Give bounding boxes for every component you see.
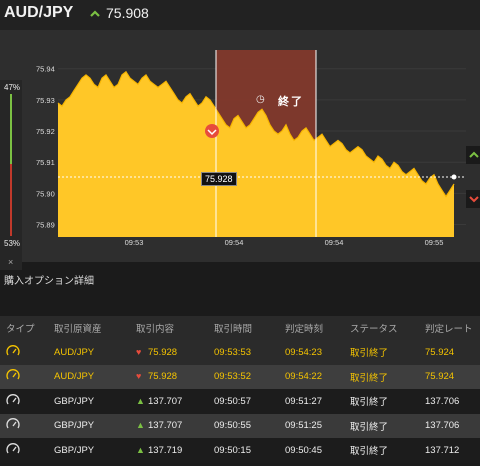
down-chevron-icon [207,129,217,136]
result-rate-cell: 75.924 [425,346,455,358]
entry-rate: 75.928 [148,371,178,383]
chart-panel: 75.94 75.93 75.92 75.91 75.90 75.89 09:53 09:5… [0,30,480,270]
up-arrow-icon [469,151,479,158]
sentiment-down-pct: 53% [4,239,21,248]
sentiment-up-pct: 47% [4,83,21,92]
entry-rate: 137.719 [148,444,183,456]
result-rate-cell: 137.712 [425,444,460,456]
expiry-end-label: 終了 [278,96,304,108]
entry-rate: 75.928 [148,346,178,358]
type-cell [0,414,48,439]
current-price-dot [451,174,457,180]
result-rate-cell: 137.706 [425,395,460,407]
up-arrow-icon: ▲ [136,420,145,431]
table-row[interactable]: AUD/JPY ♥ 75.928 09:53:52 09:54:22 取引終了 75.924 [0,364,480,390]
options-table: タイプ 取引原資産 取引内容 取引時間 判定時刻 ステータス 判定レート AUD… [0,316,480,463]
y-tick-label: 75.90 [36,189,55,198]
judge-time-cell: 09:51:25 [285,420,322,432]
y-tick-label: 75.91 [36,158,55,167]
x-tick-label: 09:53 [125,238,144,247]
table-row[interactable]: GBP/JPY ▲ 137.719 09:50:15 09:50:45 取引終了 137.7… [0,438,480,463]
header-bar: AUD/JPY 75.908 [0,0,480,30]
judge-time-cell: 09:51:27 [285,395,322,407]
type-cell [0,389,48,414]
sentiment-close-icon[interactable]: × [8,257,14,267]
down-arrow-icon [469,196,479,203]
y-tick-label: 75.94 [36,65,55,74]
judge-time-cell: 09:54:23 [285,346,322,358]
asset-cell: GBP/JPY [54,395,95,407]
timer-icon [6,369,20,380]
col-asset: 取引原資産 [54,324,102,335]
y-tick-label: 75.89 [36,221,55,230]
result-rate-cell: 137.706 [425,420,460,432]
result-rate-cell: 75.924 [425,371,455,383]
sentiment-up-bar [10,94,12,164]
timer-icon [6,442,20,454]
x-tick-label: 09:54 [225,238,244,247]
timer-icon [6,344,20,356]
entry-rate: 137.707 [148,420,183,432]
x-tick-label: 09:55 [425,238,444,247]
status-cell: 取引終了 [350,372,389,384]
asset-cell: GBP/JPY [54,444,95,456]
status-cell: 取引終了 [350,446,389,458]
type-cell [0,438,48,463]
asset-cell: AUD/JPY [54,346,95,358]
col-type: タイプ [6,324,35,335]
sentiment-down-bar [10,164,12,236]
asset-cell: GBP/JPY [54,420,95,432]
price-chart: 75.94 75.93 75.92 75.91 75.90 75.89 09:53 09:5… [0,30,480,262]
up-arrow-icon [90,10,100,17]
table-row[interactable]: GBP/JPY ▲ 137.707 09:50:57 09:51:27 取引終了 137.7… [0,389,480,414]
trade-time-cell: 09:50:57 [214,395,251,407]
col-result: 判定レート [425,324,473,335]
content-cell: ▲ 137.707 [130,389,208,414]
trade-time-cell: 09:50:15 [214,444,251,456]
content-cell: ▲ 137.707 [130,414,208,439]
timer-icon [6,418,20,429]
content-cell: ♥ 75.928 [130,365,208,390]
type-cell [0,365,48,390]
down-arrow-icon: ♥ [136,371,142,382]
up-arrow-icon: ▲ [136,444,145,455]
col-status: ステータス [350,324,398,335]
entry-rate: 137.707 [148,395,183,407]
judge-time-cell: 09:54:22 [285,371,322,383]
entry-price-tag: 75.928 [201,172,237,186]
status-cell: 取引終了 [350,348,389,360]
down-arrow-icon: ♥ [136,346,142,357]
high-button[interactable] [466,146,480,164]
up-arrow-icon: ▲ [136,395,145,406]
col-judge: 判定時刻 [285,324,324,335]
trade-time-cell: 09:53:53 [214,346,251,358]
col-content: 取引内容 [136,324,175,335]
col-time: 取引時間 [214,324,253,335]
content-cell: ▲ 137.719 [130,438,208,463]
content-cell: ♥ 75.928 [130,340,208,365]
status-cell: 取引終了 [350,421,389,433]
trade-time-cell: 09:53:52 [214,371,251,383]
judge-time-cell: 09:50:45 [285,444,322,456]
x-tick-label: 09:54 [325,238,344,247]
current-price: 75.908 [106,5,149,21]
status-cell: 取引終了 [350,397,389,409]
asset-pair-title[interactable]: AUD/JPY [4,4,74,21]
sentiment-panel: 47% 53% × [0,80,22,270]
entry-marker-icon [205,124,219,138]
price-area [58,71,454,237]
trade-time-cell: 09:50:55 [214,420,251,432]
y-tick-label: 75.92 [36,127,55,136]
y-tick-label: 75.93 [36,96,55,105]
timer-icon: ◷ [256,94,265,105]
timer-icon [6,393,20,405]
asset-cell: AUD/JPY [54,371,95,383]
table-row[interactable]: AUD/JPY ♥ 75.928 09:53:53 09:54:23 取引終了 75.924 [0,340,480,365]
section-title: 購入オプション詳細 [4,276,94,287]
table-header-row: タイプ 取引原資産 取引内容 取引時間 判定時刻 ステータス 判定レート [0,316,480,340]
price-line [57,70,455,198]
type-cell [0,340,48,365]
table-row[interactable]: GBP/JPY ▲ 137.707 09:50:55 09:51:25 取引終了 137.7… [0,413,480,439]
low-button[interactable] [466,190,480,208]
